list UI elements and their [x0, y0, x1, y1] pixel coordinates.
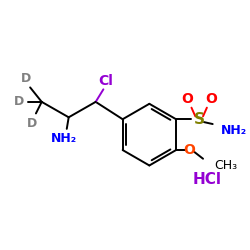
Text: D: D [27, 116, 37, 130]
Text: S: S [194, 112, 205, 127]
Text: CH₃: CH₃ [214, 159, 238, 172]
Text: NH₂: NH₂ [51, 132, 77, 145]
Text: O: O [184, 143, 196, 157]
Text: O: O [182, 92, 194, 106]
Text: NH₂: NH₂ [220, 124, 246, 137]
Text: D: D [21, 72, 32, 85]
Text: O: O [205, 92, 217, 106]
Text: Cl: Cl [98, 74, 113, 88]
Text: D: D [14, 95, 24, 108]
Text: HCl: HCl [193, 172, 222, 188]
